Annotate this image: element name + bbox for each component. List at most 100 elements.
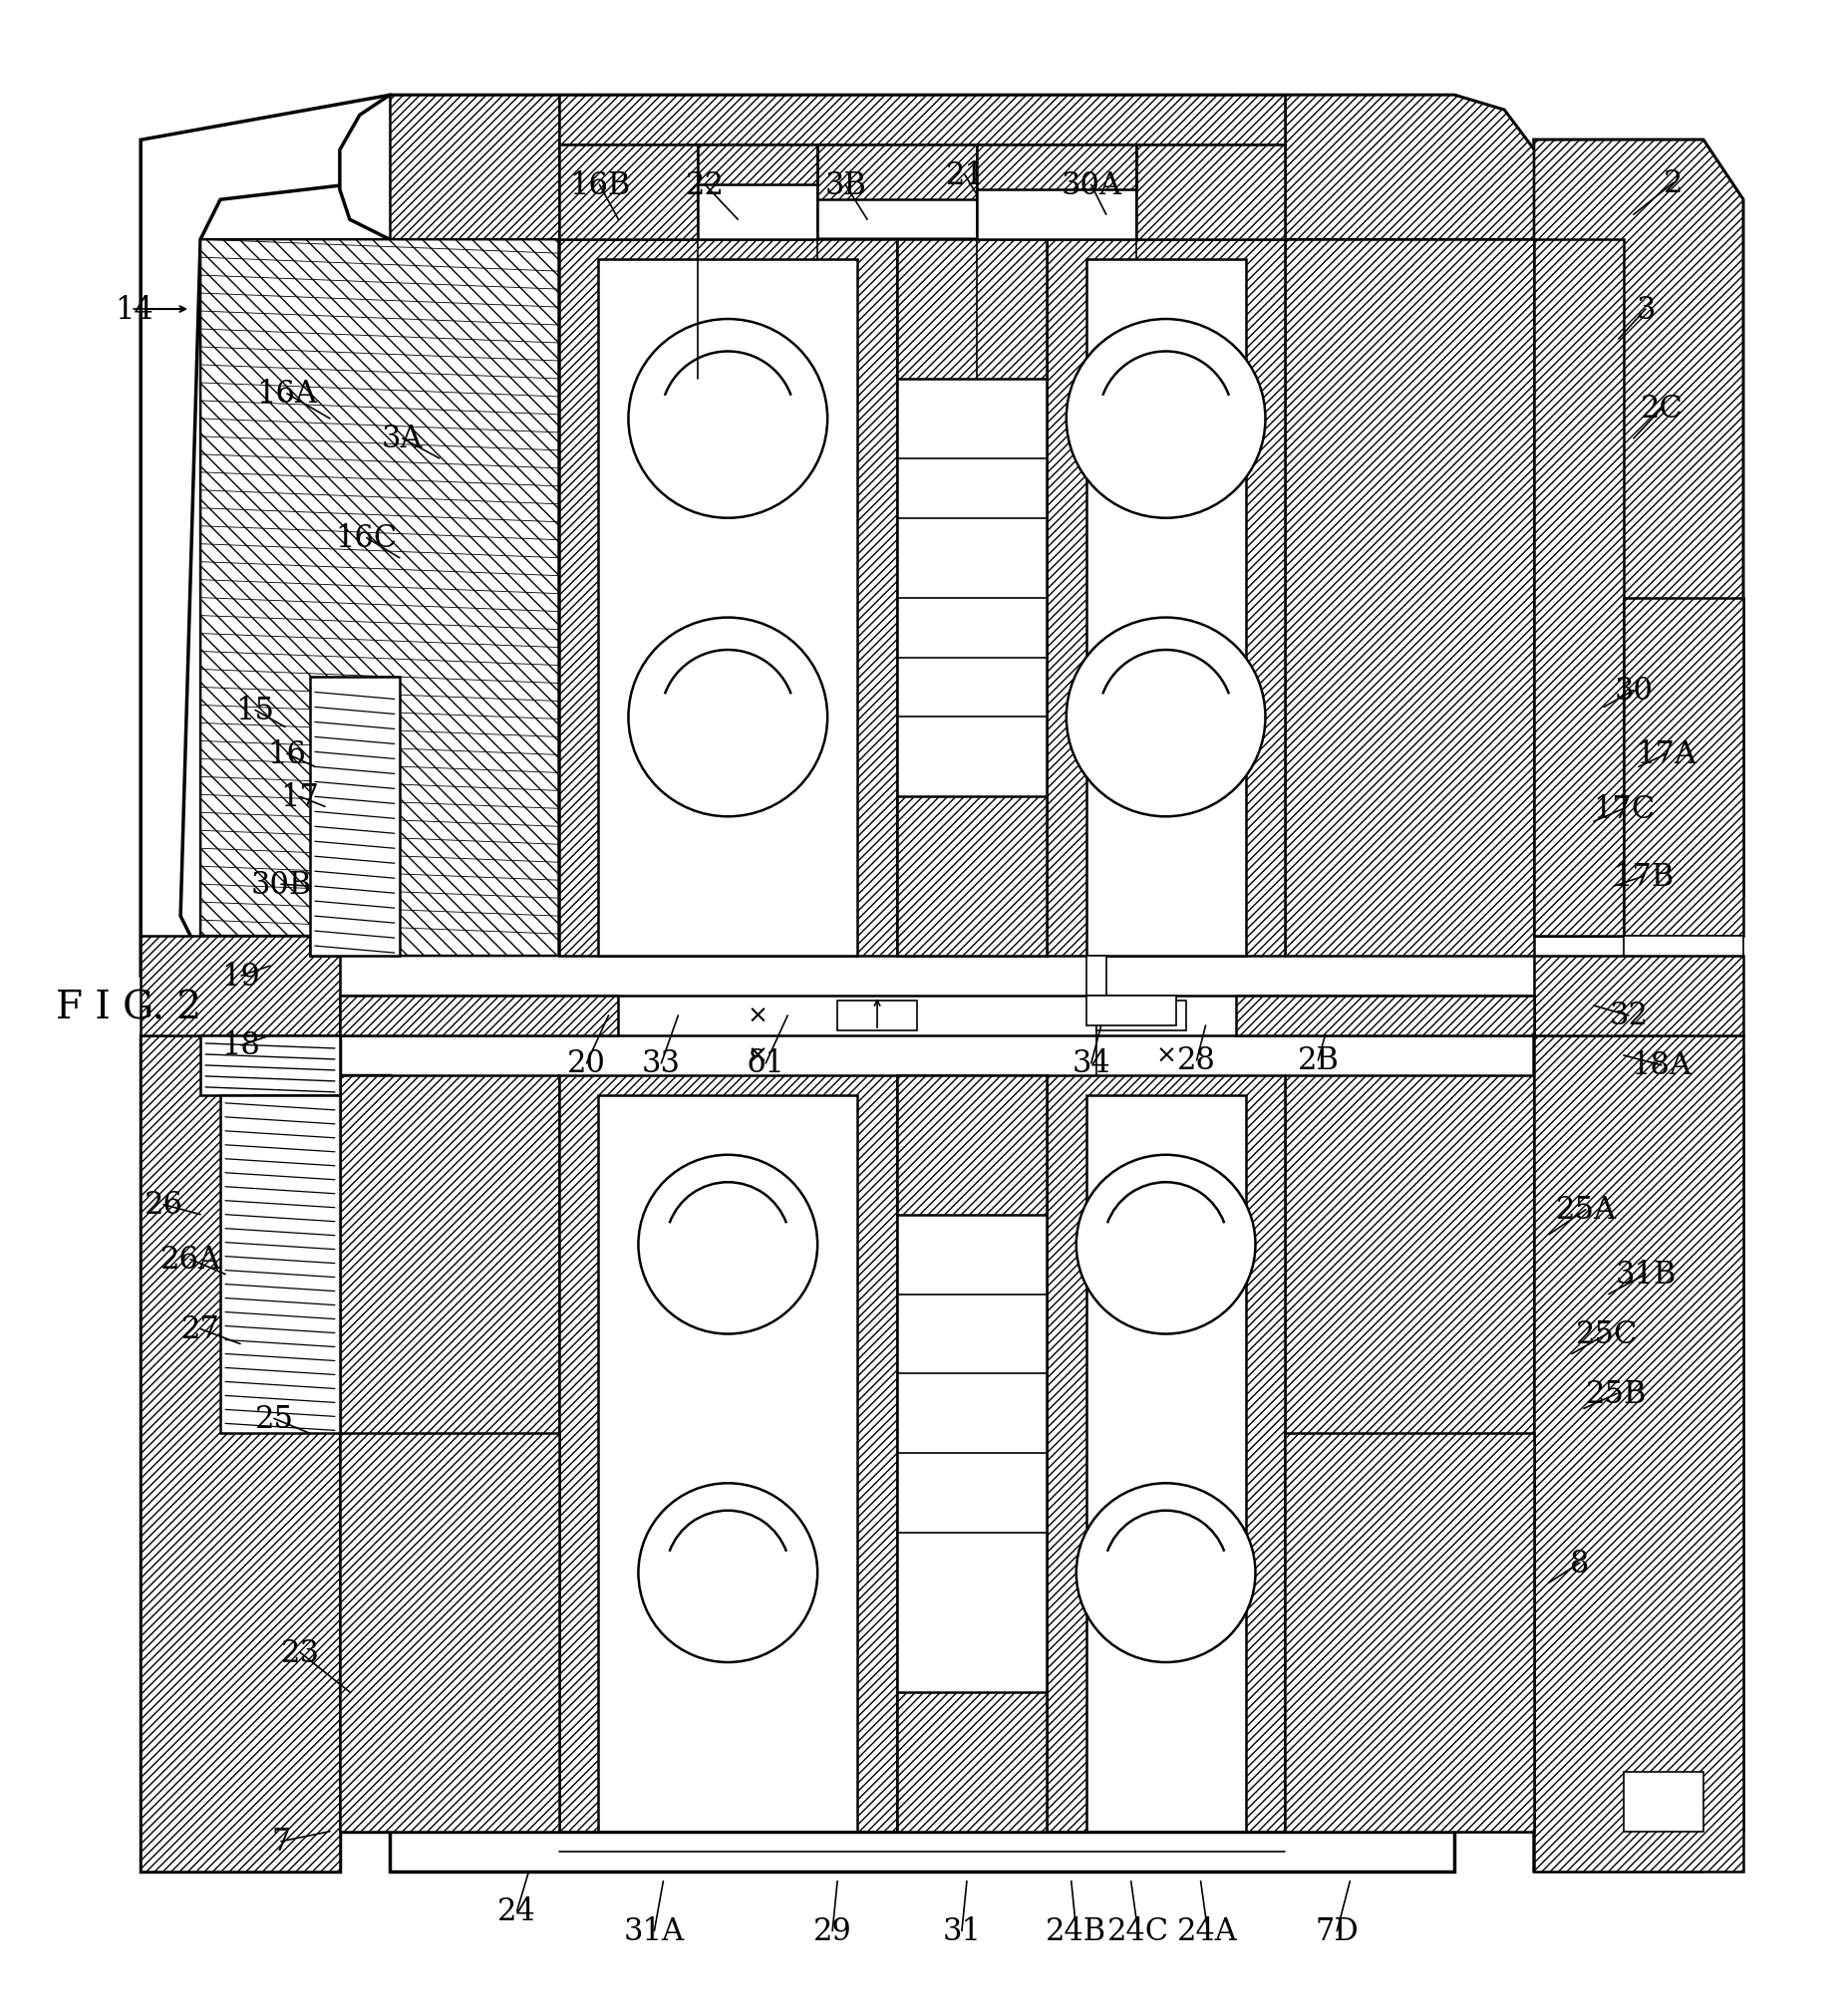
Polygon shape xyxy=(1625,1772,1704,1831)
Text: 25C: 25C xyxy=(1575,1318,1637,1349)
Polygon shape xyxy=(1136,145,1285,240)
Text: 24C: 24C xyxy=(1106,1915,1169,1945)
Text: 16B: 16B xyxy=(570,169,631,202)
Circle shape xyxy=(638,1155,817,1335)
Text: 31B: 31B xyxy=(1615,1260,1676,1290)
Text: 2C: 2C xyxy=(1639,393,1684,425)
Polygon shape xyxy=(1534,141,1743,935)
Text: 21: 21 xyxy=(946,159,985,192)
Text: 30: 30 xyxy=(1614,675,1652,706)
Polygon shape xyxy=(140,97,389,976)
Text: 30B: 30B xyxy=(251,869,312,899)
Polygon shape xyxy=(1534,1036,1743,1871)
Polygon shape xyxy=(1534,141,1743,935)
Polygon shape xyxy=(140,935,339,1036)
Polygon shape xyxy=(559,145,699,240)
Text: 17A: 17A xyxy=(1636,740,1696,770)
Text: 25A: 25A xyxy=(1554,1193,1617,1226)
Polygon shape xyxy=(219,1095,339,1433)
Polygon shape xyxy=(898,1691,1046,1831)
Text: 3: 3 xyxy=(1636,294,1656,325)
Text: ×: × xyxy=(747,1004,769,1028)
Polygon shape xyxy=(898,1077,1046,1216)
Text: 3A: 3A xyxy=(382,423,424,454)
Bar xyxy=(1086,260,1245,956)
Polygon shape xyxy=(699,145,817,240)
Polygon shape xyxy=(1285,1433,1534,1831)
Text: 3B: 3B xyxy=(824,169,867,202)
Text: 31: 31 xyxy=(942,1915,981,1945)
Text: F I G. 2: F I G. 2 xyxy=(55,990,201,1026)
Text: 14: 14 xyxy=(114,294,153,325)
Polygon shape xyxy=(898,1077,1046,1831)
Circle shape xyxy=(1077,1484,1256,1663)
Text: 18A: 18A xyxy=(1632,1050,1693,1081)
Text: 17: 17 xyxy=(280,782,319,812)
Text: 16C: 16C xyxy=(336,522,398,554)
Polygon shape xyxy=(898,796,1046,956)
Text: 30A: 30A xyxy=(1060,169,1121,202)
Bar xyxy=(599,1095,857,1831)
Bar xyxy=(1086,1095,1245,1831)
Text: 29: 29 xyxy=(813,1915,852,1945)
Polygon shape xyxy=(898,240,1046,956)
Polygon shape xyxy=(699,145,817,185)
Text: 23: 23 xyxy=(280,1637,319,1667)
Polygon shape xyxy=(389,1831,1455,1871)
Polygon shape xyxy=(140,1036,389,1871)
Text: 27: 27 xyxy=(181,1314,219,1345)
Polygon shape xyxy=(201,240,559,956)
Text: 18: 18 xyxy=(221,1030,260,1060)
Text: 28: 28 xyxy=(1176,1044,1215,1077)
Polygon shape xyxy=(339,97,1534,240)
Bar xyxy=(837,1002,916,1030)
Polygon shape xyxy=(898,240,1046,379)
Bar xyxy=(599,260,857,956)
Polygon shape xyxy=(1285,1077,1534,1831)
Circle shape xyxy=(1077,1155,1256,1335)
Text: 33: 33 xyxy=(642,1048,680,1079)
Text: 32: 32 xyxy=(1610,1000,1649,1032)
Text: 22: 22 xyxy=(686,169,725,202)
Text: 2: 2 xyxy=(1663,167,1684,200)
Text: ×: × xyxy=(747,1044,769,1068)
Polygon shape xyxy=(389,97,559,240)
Text: 20: 20 xyxy=(568,1048,607,1079)
Text: ×: × xyxy=(1156,1044,1176,1068)
Text: 16: 16 xyxy=(267,740,306,770)
Text: 25: 25 xyxy=(254,1403,293,1433)
Text: 24A: 24A xyxy=(1176,1915,1237,1945)
Polygon shape xyxy=(339,1433,559,1831)
Text: 26A: 26A xyxy=(160,1244,221,1274)
Circle shape xyxy=(638,1484,817,1663)
Polygon shape xyxy=(1235,996,1534,1036)
Polygon shape xyxy=(559,1077,898,1831)
Text: 2B: 2B xyxy=(1296,1044,1339,1077)
Polygon shape xyxy=(339,1077,559,1831)
Bar xyxy=(1095,1002,1186,1030)
Polygon shape xyxy=(977,145,1136,240)
Polygon shape xyxy=(817,145,977,200)
Polygon shape xyxy=(1534,240,1625,935)
Polygon shape xyxy=(140,1036,339,1871)
Text: δ1: δ1 xyxy=(747,1048,784,1079)
Polygon shape xyxy=(1046,1077,1285,1831)
Text: 7D: 7D xyxy=(1315,1915,1359,1945)
Bar xyxy=(1086,996,1176,1026)
Polygon shape xyxy=(1625,935,1743,996)
Text: 25B: 25B xyxy=(1586,1379,1647,1409)
Circle shape xyxy=(1066,321,1265,518)
Polygon shape xyxy=(559,240,898,956)
Polygon shape xyxy=(1086,956,1106,996)
Text: 15: 15 xyxy=(236,696,275,726)
Text: 19: 19 xyxy=(221,962,260,992)
Text: 24: 24 xyxy=(498,1895,537,1927)
Text: 16A: 16A xyxy=(256,379,317,409)
Text: 8: 8 xyxy=(1571,1548,1590,1579)
Text: 26: 26 xyxy=(144,1189,183,1220)
Polygon shape xyxy=(1534,1036,1743,1871)
Circle shape xyxy=(1066,619,1265,816)
Polygon shape xyxy=(310,677,400,956)
Polygon shape xyxy=(1285,240,1534,956)
Text: 34: 34 xyxy=(1071,1048,1110,1079)
